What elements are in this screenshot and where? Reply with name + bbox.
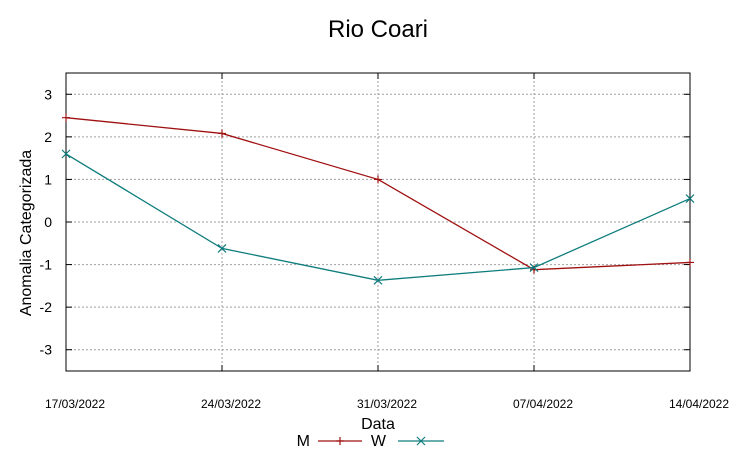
y-tick-label: 3 [44,86,52,102]
data-point [373,275,383,285]
legend-item-w: W [371,433,444,450]
legend-label: M [297,433,310,450]
y-tick-label: -2 [40,299,53,315]
data-point [61,149,71,159]
x-tick-label: 31/03/2022 [357,397,417,411]
y-tick-label: -1 [40,257,53,273]
y-tick-label: 0 [44,214,52,230]
series-w [61,149,695,285]
data-point [217,243,227,253]
legend-marker [336,437,344,445]
x-axis-label: Data [361,416,395,433]
y-axis: 3 2 1 0 -1 -2 -3 [40,86,690,358]
y-tick-label: 1 [44,171,52,187]
grid [65,73,691,371]
series-m [62,113,694,274]
data-point [686,258,694,267]
x-tick-label: 14/04/2022 [669,397,729,411]
data-point [529,263,539,272]
x-tick-label: 24/03/2022 [201,397,261,411]
y-tick-label: 2 [44,129,52,145]
y-tick-label: -3 [40,342,53,358]
data-point [62,113,70,122]
y-axis-label: Anomalia Categorizada [18,150,35,316]
legend-label: W [371,433,387,450]
data-point [374,175,382,184]
x-axis: 17/03/2022 24/03/2022 31/03/2022 07/04/2022… [45,73,729,411]
legend-item-m: M [297,433,362,450]
x-tick-label: 17/03/2022 [45,397,105,411]
x-tick-label: 07/04/2022 [513,397,573,411]
legend-marker [416,436,426,446]
data-point [218,129,226,138]
series-group [61,113,695,285]
data-point [685,194,695,204]
chart-title: Rio Coari [328,16,428,43]
